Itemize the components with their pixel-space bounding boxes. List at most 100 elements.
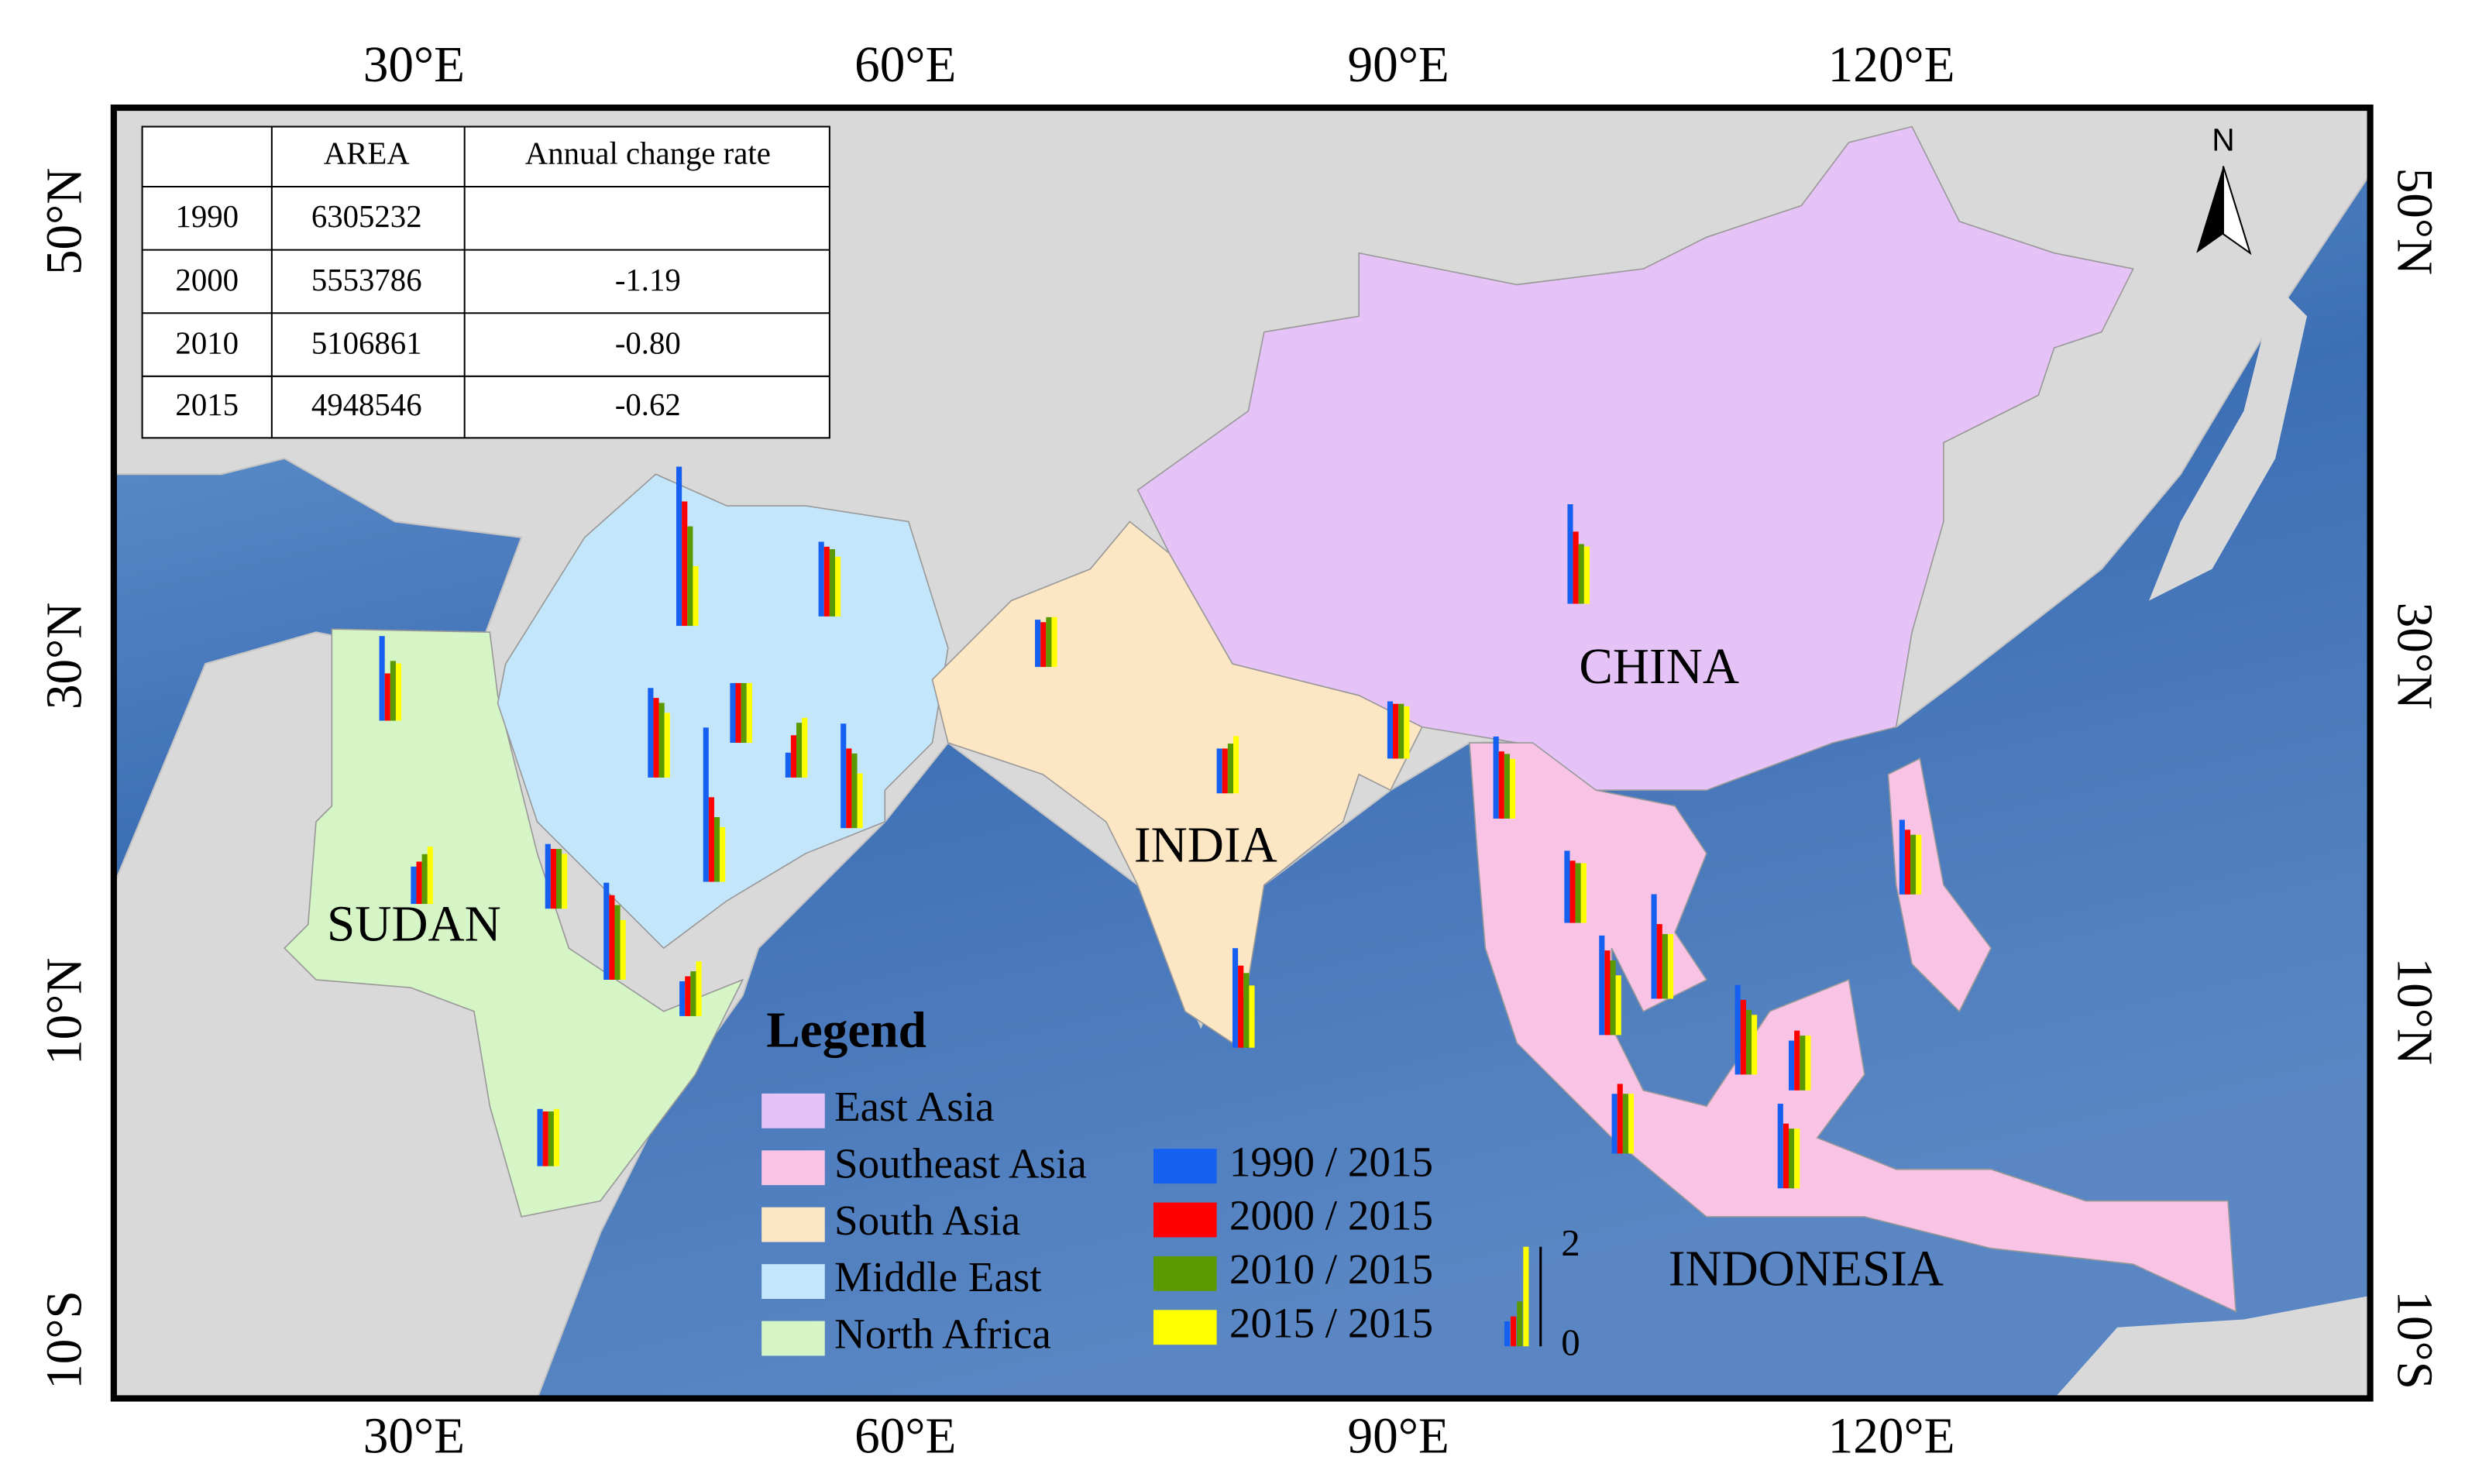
map-bar [1243,973,1250,1048]
map-bar [555,849,562,909]
legend-swatch [762,1150,825,1186]
map-bar [1745,1009,1752,1075]
map-bar [1222,748,1228,794]
map-bar [746,682,752,744]
map-bar [416,861,422,905]
map-bar [1916,834,1922,895]
map-bar [1578,544,1584,604]
legend-swatch [1153,1202,1217,1238]
scale-bar [1510,1316,1517,1347]
map-bar [1599,935,1605,1036]
map-bar [708,797,714,882]
map-bar [790,735,797,778]
map-bar [829,549,836,617]
map-bar [846,748,852,829]
scale-label: 0 [1561,1321,1580,1363]
legend-label: 1990 / 2015 [1229,1138,1433,1185]
map-bar [620,919,626,980]
map-bar [1667,933,1674,999]
map-bar [690,971,696,1016]
map-bar [1734,984,1741,1075]
map-bar [648,688,654,778]
map-bar [682,501,688,627]
legend-label: Southeast Asia [834,1139,1087,1187]
north-label: N [2212,122,2234,158]
map-bar [390,661,396,721]
map-bar [1404,706,1410,759]
map-bar [1805,1036,1811,1091]
region-label: CHINA [1579,639,1739,695]
map-bar [1752,1015,1758,1075]
map-bar [1615,975,1621,1036]
map-bar [427,847,433,905]
map-bar [1216,748,1222,794]
map-bar [1794,1030,1800,1091]
map-bar [1628,1094,1635,1154]
land-australia [2054,1295,2370,1399]
map-bar [1899,819,1905,895]
map-bar [562,854,568,909]
map-bar [1617,1084,1623,1154]
map-bar [653,698,659,778]
map-bar [1575,863,1581,923]
y-tick-label: 10°S [2387,1290,2443,1390]
y-tick-label: 10°N [37,958,93,1065]
map-bar [1498,751,1504,819]
x-tick-label: 60°E [854,37,956,93]
region-east-asia [1136,125,2134,792]
map-bar [676,466,682,627]
map-bar [1051,617,1057,668]
map-bar [735,682,741,744]
map-bar [703,727,709,882]
table-cell: 6305232 [311,199,422,234]
map-bar [1583,546,1590,604]
map-bar [1610,960,1616,1036]
map-bar [548,1111,554,1166]
map-bar [841,723,847,829]
map-bar [835,556,841,617]
scale-bar [1504,1321,1510,1347]
region-label: INDIA [1134,818,1277,874]
map-bar [550,849,556,909]
legend-swatch [762,1321,825,1356]
map-bar [851,753,858,829]
map-bar [1777,1103,1783,1189]
map-bar [1035,620,1041,668]
map-bar [823,546,830,617]
map-bar [1398,703,1404,759]
map-bar [1387,701,1394,759]
y-tick-label: 50°N [2387,168,2443,276]
map-bar [720,826,726,882]
map-bar [609,895,615,980]
map-bar [1564,850,1570,923]
map-frame [110,104,2374,1402]
region-label: INDONESIA [1669,1241,1944,1297]
table-cell: 2010 [175,325,239,360]
map-bar [658,702,665,778]
north-arrow [2196,166,2252,256]
map-bar [696,961,702,1016]
x-tick-label: 30°E [363,37,465,93]
map-bar [730,682,736,744]
map-bar [1249,985,1255,1048]
map-bar [395,663,402,721]
map-bar [1504,754,1510,819]
y-tick-label: 30°N [37,603,93,710]
table [141,125,830,439]
map-bar [1910,834,1917,895]
map-bar [553,1108,560,1166]
x-tick-label: 120°E [1828,1409,1955,1465]
table-cell: 5553786 [311,263,422,297]
map-bar [1788,1128,1795,1189]
map-bar [1656,924,1662,999]
table-cell: -0.80 [615,325,681,360]
legend-label: 2010 / 2015 [1229,1245,1433,1293]
map-bar [379,636,385,721]
map-bar [664,713,670,778]
legend-label: North Africa [834,1311,1051,1358]
legend-label: Middle East [834,1253,1042,1300]
map-bar [545,843,551,909]
y-tick-label: 50°N [37,168,93,276]
land-japan [2149,284,2308,601]
